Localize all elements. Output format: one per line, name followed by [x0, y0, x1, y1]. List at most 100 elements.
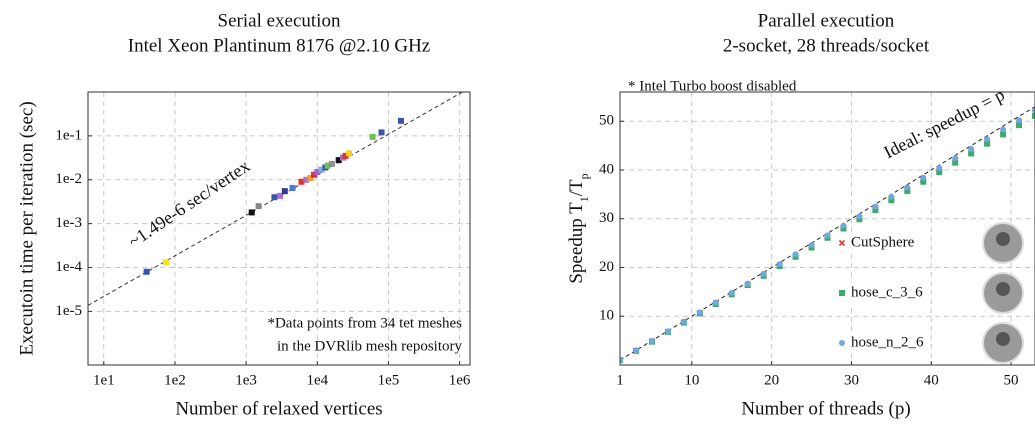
annotation: * Intel Turbo boost disabled — [628, 78, 797, 94]
marker — [311, 171, 318, 178]
marker — [314, 169, 321, 176]
y-axis-label-part: 1 — [577, 196, 591, 202]
mesh-icon-hole — [996, 232, 1010, 246]
chart-title: 2-socket, 28 threads/socket — [723, 35, 930, 56]
marker — [648, 338, 655, 345]
marker — [888, 193, 895, 200]
y-tick-label: 1e-2 — [55, 171, 82, 187]
marker — [680, 318, 687, 325]
x-axis-label: Number of threads (p) — [741, 398, 910, 419]
marker — [632, 347, 639, 354]
marker — [712, 299, 719, 306]
x-tick-label: 1e6 — [449, 372, 471, 388]
x-tick-label: 10 — [684, 372, 699, 388]
marker — [277, 192, 284, 199]
y-tick-label: 1e-3 — [55, 215, 82, 231]
x-tick-label: 1 — [616, 372, 624, 388]
y-axis-label: Executoin time per iteration (sec) — [16, 101, 37, 355]
marker — [303, 176, 310, 183]
marker — [324, 162, 331, 169]
y-tick-label: 20 — [599, 259, 614, 275]
marker — [271, 194, 278, 201]
x-tick-label: 1e4 — [306, 372, 328, 388]
legend-bg — [834, 332, 930, 354]
y-axis-label: Speedup T1/Tp — [566, 173, 590, 283]
marker — [840, 222, 847, 229]
mesh-icon-hole — [996, 332, 1010, 346]
marker — [856, 213, 863, 220]
plot-area — [620, 106, 1035, 364]
plot-frame — [619, 91, 1035, 366]
marker — [839, 290, 845, 296]
y-tick-label: 1e-1 — [55, 127, 82, 143]
marker — [888, 197, 895, 204]
marker — [397, 117, 404, 124]
marker — [335, 157, 342, 164]
marker — [904, 184, 911, 191]
marker — [824, 232, 831, 239]
marker — [289, 184, 296, 191]
x-tick-label: 1e3 — [235, 372, 257, 388]
marker — [952, 159, 959, 166]
marker — [664, 328, 671, 335]
x-tick-label: 40 — [924, 372, 939, 388]
marker — [328, 160, 335, 167]
marker — [620, 357, 623, 364]
annotation: *Data points from 34 tet meshes — [267, 315, 462, 331]
legend-bg — [834, 232, 930, 254]
marker — [984, 140, 991, 147]
marker — [839, 340, 845, 346]
marker — [968, 146, 975, 153]
marker — [1016, 122, 1023, 129]
x-tick-label: 20 — [764, 372, 779, 388]
marker — [936, 168, 943, 175]
marker — [952, 155, 959, 162]
marker — [298, 178, 305, 185]
marker — [248, 209, 255, 216]
marker — [872, 203, 879, 210]
legend-label: hose_c_3_6 — [851, 284, 923, 300]
y-tick-label: 10 — [599, 308, 614, 324]
plot-area — [88, 92, 464, 306]
x-tick-label: 1e1 — [93, 372, 115, 388]
marker — [776, 261, 783, 268]
marker — [1000, 126, 1007, 133]
marker — [920, 174, 927, 181]
y-axis-label-part: p — [577, 173, 591, 179]
y-axis-label-part: Speedup T — [566, 202, 587, 284]
marker — [920, 178, 927, 185]
marker — [307, 174, 314, 181]
chart-title: Parallel execution — [758, 10, 895, 31]
marker — [1032, 107, 1035, 114]
annotation: Ideal: speedup = p — [881, 84, 1008, 162]
marker — [968, 150, 975, 157]
marker — [792, 251, 799, 258]
marker — [760, 270, 767, 277]
x-tick-label: 1e5 — [378, 372, 400, 388]
y-axis-label-part: /T — [566, 179, 587, 196]
marker — [728, 289, 735, 296]
y-tick-label: 50 — [599, 113, 614, 129]
marker — [318, 166, 325, 173]
marker — [163, 259, 170, 266]
annotation: in the DVRlib mesh repository — [277, 338, 462, 354]
marker — [342, 152, 349, 159]
chart-title: Serial execution — [218, 10, 341, 31]
marker — [143, 268, 150, 275]
legend-label: CutSphere — [851, 234, 915, 250]
marker — [1016, 117, 1023, 124]
marker — [838, 239, 846, 247]
chart-title: Intel Xeon Plantinum 8176 @2.10 GHz — [128, 35, 430, 56]
marker — [696, 309, 703, 316]
marker — [904, 187, 911, 194]
marker — [872, 206, 879, 213]
legend-bg — [834, 282, 930, 304]
x-tick-label: 30 — [844, 372, 859, 388]
marker — [744, 280, 751, 287]
y-tick-label: 40 — [599, 161, 614, 177]
marker — [936, 165, 943, 172]
marker — [1032, 112, 1035, 119]
y-tick-label: 1e-4 — [55, 259, 82, 275]
marker — [984, 136, 991, 143]
marker — [255, 203, 262, 210]
